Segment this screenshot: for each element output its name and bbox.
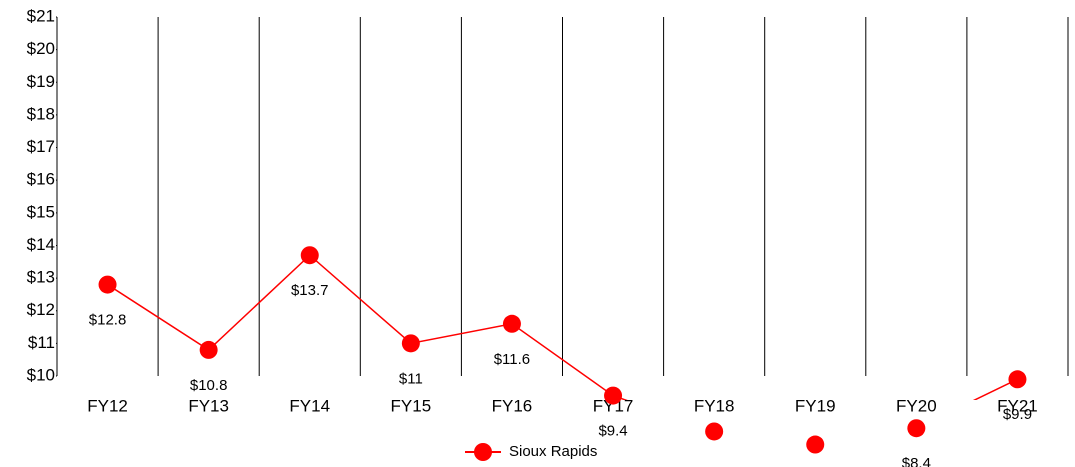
x-tick-label: FY19 <box>795 396 836 415</box>
x-tick-label: FY14 <box>289 396 330 415</box>
x-tick-label: FY16 <box>492 396 533 415</box>
x-tick-label: FY17 <box>593 396 634 415</box>
point <box>907 419 926 438</box>
x-tick-label: FY18 <box>694 396 735 415</box>
point <box>705 422 724 441</box>
y-tick-label: $18 <box>27 104 55 123</box>
legend-label: Sioux Rapids <box>509 443 597 460</box>
y-tick-label: $21 <box>27 6 55 25</box>
point <box>199 340 218 359</box>
y-tick-label: $19 <box>27 72 55 91</box>
legend-marker <box>474 443 492 461</box>
y-tick-label: $17 <box>27 137 55 156</box>
line <box>107 254 1018 400</box>
value-label: $12.8 <box>89 312 127 329</box>
y-tick-label: $11 <box>28 333 55 352</box>
x-tick-label: FY20 <box>896 396 937 415</box>
point <box>502 314 521 333</box>
x-tick-label: FY12 <box>87 396 128 415</box>
y-tick-label: $13 <box>27 268 55 287</box>
value-label: $11.6 <box>494 351 530 368</box>
x-tick-label: FY13 <box>188 396 229 415</box>
x-tick-label: FY15 <box>391 396 432 415</box>
point <box>98 275 117 294</box>
x-tick-label: FY21 <box>997 396 1038 415</box>
y-tick-label: $15 <box>27 202 55 221</box>
value-label: $9.9 <box>1003 406 1032 423</box>
value-label: $10.8 <box>190 377 228 394</box>
y-tick-label: $20 <box>27 39 55 58</box>
value-label: $8.4 <box>902 455 931 467</box>
point <box>806 435 825 454</box>
value-label: $13.7 <box>291 282 329 299</box>
point <box>401 334 420 353</box>
value-label: $11 <box>399 370 423 387</box>
y-tick-label: $10 <box>27 365 55 384</box>
value-label: $9.4 <box>598 423 627 440</box>
point <box>300 246 319 265</box>
y-tick-label: $14 <box>27 235 55 254</box>
point <box>1008 370 1027 389</box>
point <box>604 386 623 405</box>
y-tick-label: $16 <box>27 170 55 189</box>
y-tick-label: $12 <box>27 300 55 319</box>
